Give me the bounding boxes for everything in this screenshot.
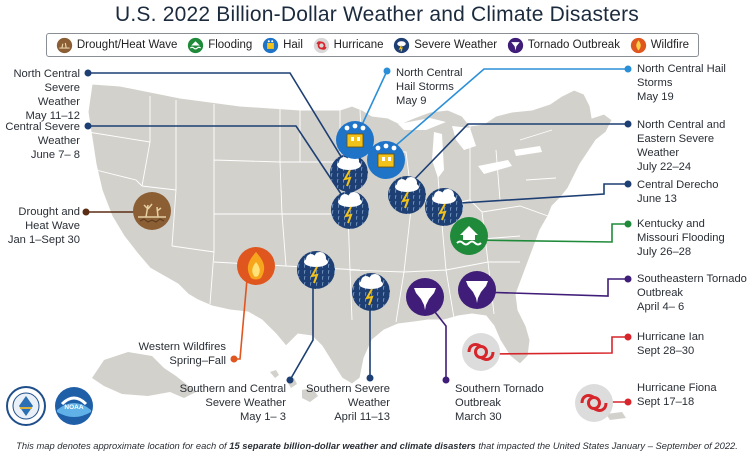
marker-derecho bbox=[424, 187, 464, 227]
wildfire-icon bbox=[630, 37, 646, 53]
puerto-rico-shape bbox=[606, 412, 626, 420]
dot-hail-may19 bbox=[624, 65, 632, 73]
legend-item-hurricane: Hurricane bbox=[313, 37, 384, 54]
hawaii-shape bbox=[270, 370, 318, 402]
dot-flooding bbox=[624, 220, 632, 228]
hurricane-icon bbox=[313, 37, 329, 53]
marker-s-tornado bbox=[406, 278, 444, 316]
legend-item-wildfire: Wildfire bbox=[630, 37, 689, 54]
marker-wildfires bbox=[237, 247, 275, 285]
svg-text:NOAA: NOAA bbox=[64, 404, 83, 411]
label-fiona: Hurricane Fiona Sept 17–18 bbox=[637, 382, 717, 408]
dot-se-tornado bbox=[624, 275, 632, 283]
noaa-logo: NOAA bbox=[55, 387, 93, 425]
marker-drought bbox=[132, 191, 172, 231]
marker-nc-east-severe bbox=[387, 175, 427, 215]
label-wildfires: Western Wildfires Spring–Fall bbox=[138, 341, 226, 367]
label-flooding: Kentucky and Missouri Flooding July 26–28 bbox=[637, 218, 725, 258]
dot-nc-severe bbox=[84, 69, 92, 77]
label-s-central-severe: Southern and Central Severe Weather May 1… bbox=[179, 383, 286, 423]
label-central-severe: Central Severe Weather June 7– 8 bbox=[5, 121, 80, 161]
severe-weather-icon bbox=[394, 37, 410, 53]
label-hail-may19: North Central Hail Storms May 19 bbox=[637, 63, 726, 103]
label-ian: Hurricane Ian Sept 28–30 bbox=[637, 331, 705, 357]
dot-hail-may9 bbox=[383, 67, 391, 75]
dot-fiona bbox=[624, 398, 632, 406]
marker-central-severe bbox=[330, 190, 370, 230]
dot-s-tornado bbox=[442, 376, 450, 384]
leader-dots bbox=[82, 65, 632, 406]
commerce-seal bbox=[6, 386, 46, 426]
label-s-tornado: Southern Tornado Outbreak March 30 bbox=[455, 383, 544, 423]
drought-icon bbox=[56, 37, 73, 53]
map-title: U.S. 2022 Billion-Dollar Weather and Cli… bbox=[115, 3, 639, 26]
legend-item-drought: Drought/Heat Wave bbox=[56, 37, 177, 54]
legend-item-tornado: Tornado Outbreak bbox=[507, 37, 620, 54]
dot-nc-east-severe bbox=[624, 120, 632, 128]
legend-item-hail: Hail bbox=[262, 37, 303, 54]
label-hail-may9: North Central Hail Storms May 9 bbox=[396, 67, 463, 107]
marker-fiona bbox=[573, 382, 615, 424]
marker-hail-may19 bbox=[366, 140, 406, 180]
dot-wildfires bbox=[230, 355, 238, 363]
marker-nc-severe bbox=[329, 153, 369, 193]
marker-flooding bbox=[449, 216, 489, 256]
marker-ian bbox=[460, 331, 502, 373]
label-derecho: Central Derecho June 13 bbox=[637, 179, 719, 205]
label-se-tornado: Southeastern Tornado Outbreak April 4– 6 bbox=[637, 273, 747, 313]
dot-s-severe bbox=[366, 374, 374, 382]
dot-central-severe bbox=[84, 122, 92, 130]
dot-ian bbox=[624, 333, 632, 341]
marker-s-central-severe bbox=[296, 250, 336, 290]
hail-icon bbox=[262, 37, 279, 53]
marker-s-severe bbox=[351, 272, 391, 312]
marker-se-tornado bbox=[458, 271, 496, 309]
legend: Drought/Heat Wave Flooding Hail Hurrican… bbox=[46, 33, 699, 57]
dot-derecho bbox=[624, 180, 632, 188]
label-drought: Drought and Heat Wave Jan 1–Sept 30 bbox=[7, 206, 80, 246]
label-s-severe: Southern Severe Weather April 11–13 bbox=[306, 383, 390, 423]
label-nc-severe: North Central Severe Weather May 11–12 bbox=[13, 68, 80, 122]
dot-s-central-severe bbox=[286, 376, 294, 384]
footnote: This map denotes approximate location fo… bbox=[16, 440, 738, 451]
dot-drought bbox=[82, 208, 90, 216]
contiguous-us-shape bbox=[87, 83, 613, 385]
legend-item-severe-weather: Severe Weather bbox=[393, 37, 497, 54]
tornado-icon bbox=[507, 37, 524, 53]
label-nc-east-severe: North Central and Eastern Severe Weather… bbox=[637, 119, 726, 173]
alaska-shape bbox=[92, 352, 196, 398]
legend-item-flooding: Flooding bbox=[187, 37, 252, 54]
flooding-icon bbox=[188, 37, 204, 53]
